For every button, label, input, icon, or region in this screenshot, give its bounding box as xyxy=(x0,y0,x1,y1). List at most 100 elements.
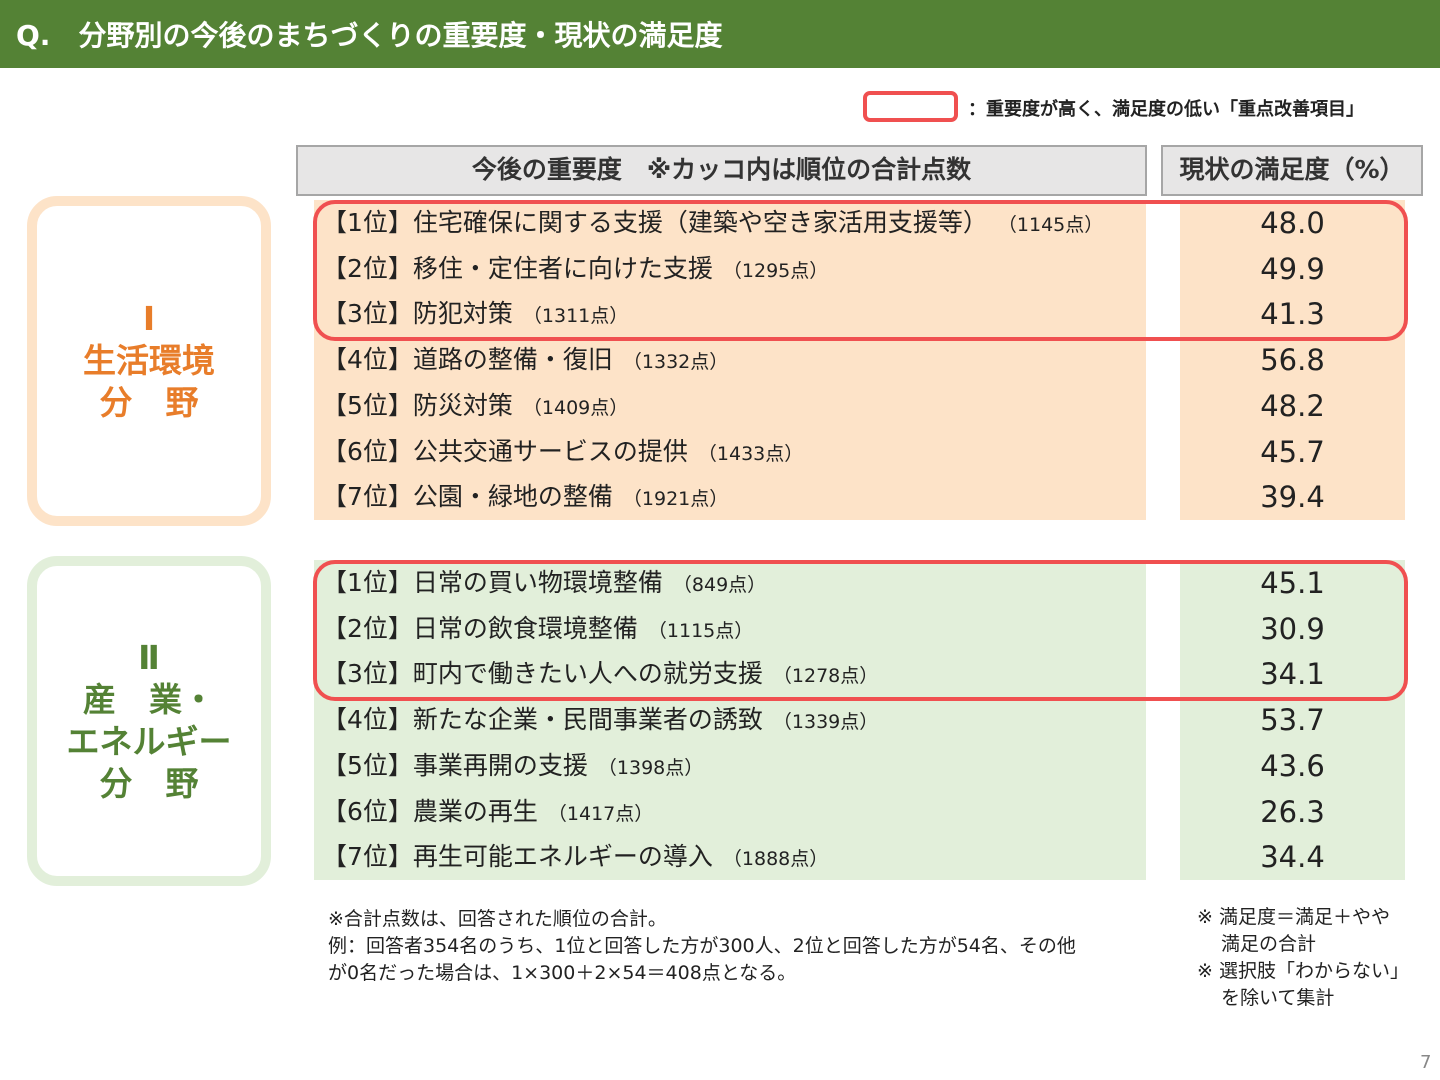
satisfaction: 45.1 xyxy=(1260,566,1325,600)
item: 防犯対策 xyxy=(412,299,513,329)
rank: 【3位】 xyxy=(322,659,413,689)
table-row: 【3位】町内で働きたい人への就労支援 （1278点） xyxy=(322,651,878,697)
rank: 【6位】 xyxy=(322,796,413,826)
points: （1417点） xyxy=(547,802,654,825)
table-row: 【1位】住宅確保に関する支援（建築や空き家活用支援等） （1145点） xyxy=(322,200,1103,246)
note: ※合計点数は、回答された順位の合計。 xyxy=(328,908,667,930)
item: 防災対策 xyxy=(412,390,513,420)
table-row: 【5位】事業再開の支援 （1398点） xyxy=(322,743,703,789)
column-header: 現状の満足度（%） xyxy=(1161,145,1423,196)
section-label: 分 野 xyxy=(99,382,199,422)
satisfaction: 49.9 xyxy=(1260,251,1325,286)
page-number: 7 xyxy=(1420,1052,1432,1073)
rank: 【4位】 xyxy=(322,345,413,375)
item: 日常の買い物環境整備 xyxy=(412,568,663,597)
section-label: エネルギー xyxy=(66,721,232,761)
note: が0名だった場合は、1×300＋2×54＝408点となる。 xyxy=(328,962,797,984)
points: （1433点） xyxy=(697,442,804,465)
rank: 【7位】 xyxy=(322,842,413,872)
row-background xyxy=(314,200,1146,520)
highlight-box xyxy=(313,200,1408,342)
points: （1339点） xyxy=(772,711,879,734)
note: 例：回答者354名のうち、1位と回答した方が300人、2位と回答した方が54名、… xyxy=(328,935,1076,957)
satisfaction: 39.4 xyxy=(1260,480,1325,515)
legend-swatch xyxy=(863,91,958,122)
rank: 【5位】 xyxy=(322,750,413,780)
rank: 【1位】 xyxy=(322,568,413,597)
highlight-box xyxy=(313,560,1408,702)
rank: 【3位】 xyxy=(322,299,413,329)
note: を除いて集計 xyxy=(1221,987,1335,1009)
note: ※ 選択肢「わからない」 xyxy=(1197,960,1409,982)
table-row: 【7位】再生可能エネルギーの導入 （1888点） xyxy=(322,834,828,880)
table-row: 【4位】新たな企業・民間事業者の誘致 （1339点） xyxy=(322,697,878,743)
item: 公園・緑地の整備 xyxy=(412,482,613,512)
points: （1398点） xyxy=(597,756,704,779)
item: 新たな企業・民間事業者の誘致 xyxy=(412,705,763,735)
table-row: 【2位】移住・定住者に向けた支援 （1295点） xyxy=(322,246,828,292)
points: （1332点） xyxy=(622,351,729,374)
item: 住宅確保に関する支援（建築や空き家活用支援等） xyxy=(412,208,988,237)
item: 事業再開の支援 xyxy=(412,750,588,780)
row-background xyxy=(314,560,1146,880)
table-row: 【3位】防犯対策 （1311点） xyxy=(322,291,628,337)
satisfaction: 45.7 xyxy=(1260,434,1325,469)
item: 道路の整備・復旧 xyxy=(412,345,613,375)
item: 町内で働きたい人への就労支援 xyxy=(412,659,763,689)
title: Q. 分野別の今後のまちづくりの重要度・現状の満足度 xyxy=(16,19,723,52)
section-label: 産 業・ xyxy=(83,679,215,719)
rank: 【2位】 xyxy=(322,613,413,643)
item: 農業の再生 xyxy=(412,796,538,826)
rank: 【5位】 xyxy=(322,390,413,420)
item: 日常の飲食環境整備 xyxy=(412,613,638,643)
section-label: Ⅰ xyxy=(142,298,156,338)
table-row: 【2位】日常の飲食環境整備 （1115点） xyxy=(322,606,753,652)
item: 再生可能エネルギーの導入 xyxy=(412,842,713,872)
satisfaction: 34.1 xyxy=(1260,657,1325,692)
points: （1115点） xyxy=(647,619,754,642)
footnotes: ※合計点数は、回答された順位の合計。 例：回答者354名のうち、1位と回答した方… xyxy=(328,906,1076,987)
satisfaction: 48.0 xyxy=(1260,206,1325,240)
note: ※ 満足度＝満足＋やや xyxy=(1197,906,1390,928)
satisfaction: 56.8 xyxy=(1260,343,1325,378)
satisfaction: 41.3 xyxy=(1260,297,1325,332)
section-label: 生活環境 xyxy=(83,340,215,380)
note: 満足の合計 xyxy=(1221,933,1317,955)
value-background xyxy=(1180,560,1405,880)
rank: 【7位】 xyxy=(322,482,413,512)
rank: 【2位】 xyxy=(322,253,413,283)
points: （1278点） xyxy=(772,665,879,688)
item: 公共交通サービスの提供 xyxy=(412,436,688,466)
satisfaction: 26.3 xyxy=(1260,794,1325,829)
points: （1311点） xyxy=(522,305,629,328)
side-notes: ※ 満足度＝満足＋やや 満足の合計 ※ 選択肢「わからない」 を除いて集計 xyxy=(1197,904,1409,1012)
satisfaction: 43.6 xyxy=(1260,748,1325,783)
column-header: 今後の重要度 ※カッコ内は順位の合計点数 xyxy=(296,145,1147,196)
table-row: 【6位】農業の再生 （1417点） xyxy=(322,789,653,835)
value-background xyxy=(1180,200,1405,520)
points: （1888点） xyxy=(722,848,829,871)
legend-label: ：重要度が高く、満足度の低い「重点改善項目」 xyxy=(968,99,1364,120)
points: （1921点） xyxy=(622,488,729,511)
section-label: 分 野 xyxy=(99,763,199,803)
points: （1295点） xyxy=(722,259,829,282)
satisfaction: 53.7 xyxy=(1260,703,1325,738)
rank: 【1位】 xyxy=(322,208,413,237)
rank: 【6位】 xyxy=(322,436,413,466)
points: （1145点） xyxy=(997,214,1104,236)
table-row: 【6位】公共交通サービスの提供 （1433点） xyxy=(322,429,803,475)
rank: 【4位】 xyxy=(322,705,413,735)
section-label-box: Ⅰ 生活環境分 野 xyxy=(27,196,271,526)
satisfaction: 34.4 xyxy=(1260,840,1325,875)
section-label: Ⅱ xyxy=(138,637,160,677)
table-row: 【1位】日常の買い物環境整備 （849点） xyxy=(322,560,766,606)
table-row: 【4位】道路の整備・復旧 （1332点） xyxy=(322,337,728,383)
item: 移住・定住者に向けた支援 xyxy=(412,253,713,283)
table-row: 【7位】公園・緑地の整備 （1921点） xyxy=(322,474,728,520)
table-row: 【5位】防災対策 （1409点） xyxy=(322,383,628,429)
header-bar xyxy=(0,0,1440,68)
satisfaction: 30.9 xyxy=(1260,611,1325,646)
points: （1409点） xyxy=(522,396,629,419)
